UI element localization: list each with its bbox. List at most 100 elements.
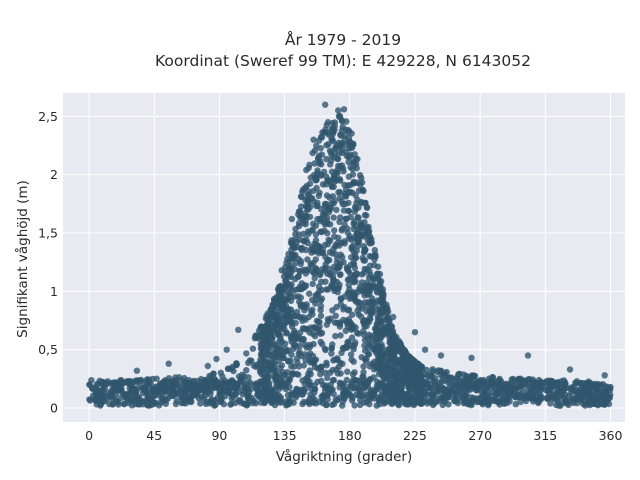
data-point [355, 214, 362, 221]
y-tick-label: 1,5 [38, 226, 58, 241]
data-point [312, 176, 320, 184]
data-point [323, 286, 330, 293]
data-point [235, 326, 242, 333]
data-point [277, 288, 284, 295]
data-point [340, 106, 348, 113]
data-point [606, 385, 614, 392]
data-point [325, 204, 332, 211]
data-point [484, 396, 491, 404]
data-point [376, 344, 383, 351]
data-point [171, 389, 178, 397]
data-point [345, 173, 353, 180]
data-point [366, 288, 373, 295]
data-point [370, 276, 377, 284]
data-point [314, 202, 321, 209]
data-point [321, 221, 329, 228]
data-point [322, 383, 329, 390]
data-point [258, 342, 265, 350]
data-point [301, 238, 308, 245]
data-point [331, 178, 339, 185]
data-point [238, 379, 245, 386]
data-point [120, 400, 128, 408]
data-point [375, 370, 383, 378]
data-point [292, 343, 300, 350]
data-point [318, 228, 325, 236]
data-point [317, 370, 324, 378]
data-point [310, 340, 317, 348]
data-point [324, 316, 332, 323]
data-point [526, 393, 533, 400]
data-point [230, 367, 237, 375]
data-point [413, 361, 420, 368]
data-point [356, 172, 364, 179]
data-point [366, 253, 373, 260]
data-point [297, 314, 304, 321]
data-point [280, 354, 288, 362]
data-point [355, 377, 362, 384]
data-point [322, 261, 329, 268]
data-point [350, 385, 357, 392]
data-point [386, 386, 393, 394]
data-point [558, 389, 565, 396]
data-point [363, 204, 371, 211]
data-point [417, 371, 424, 378]
data-point [272, 320, 280, 327]
data-point [358, 179, 366, 186]
data-point [277, 374, 284, 382]
data-point [292, 231, 299, 238]
data-point [574, 396, 581, 403]
data-point [407, 394, 414, 401]
data-point [306, 400, 313, 408]
data-point [597, 381, 604, 388]
data-point [338, 227, 345, 234]
data-point [354, 270, 361, 278]
data-point [300, 398, 308, 406]
data-point [345, 338, 352, 345]
x-tick-label: 180 [338, 428, 362, 443]
data-point [302, 326, 310, 333]
data-point [271, 299, 279, 306]
data-point [89, 392, 97, 399]
data-point [435, 367, 442, 374]
data-point [324, 230, 331, 237]
data-point [586, 396, 593, 404]
data-point [335, 107, 342, 114]
data-point [328, 182, 335, 189]
data-point [392, 383, 399, 390]
data-point [327, 221, 334, 228]
data-point [115, 399, 122, 406]
data-point [302, 267, 310, 274]
data-point [109, 387, 116, 395]
data-point [388, 322, 395, 330]
data-point [291, 335, 299, 343]
data-point [227, 379, 235, 386]
data-point [279, 368, 287, 376]
data-point [323, 155, 330, 163]
x-tick-label: 360 [599, 428, 623, 443]
data-point [323, 214, 331, 221]
data-point [347, 392, 354, 400]
data-point [293, 238, 300, 245]
data-point [337, 189, 344, 196]
data-point [287, 267, 294, 274]
data-point [369, 309, 376, 316]
data-point [361, 292, 368, 299]
data-point [493, 390, 500, 397]
data-point [310, 171, 318, 179]
data-point [277, 332, 284, 339]
data-point [354, 155, 361, 163]
data-point [308, 249, 315, 256]
data-point [197, 400, 204, 407]
data-point [197, 378, 204, 386]
data-point [332, 312, 339, 319]
data-point [398, 361, 405, 368]
data-point [332, 332, 339, 340]
data-point [550, 394, 557, 401]
data-point [397, 376, 404, 384]
data-point [517, 398, 524, 405]
data-point [355, 386, 362, 393]
data-point [339, 201, 347, 208]
data-point [271, 340, 278, 348]
data-point [321, 208, 328, 216]
data-point [350, 346, 357, 353]
